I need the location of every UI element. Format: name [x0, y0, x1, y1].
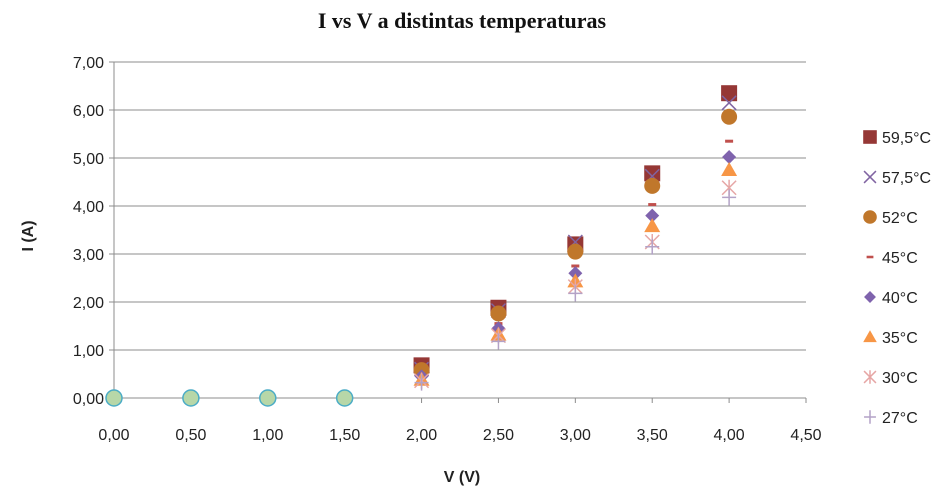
chart-title: I vs V a distintas temperaturas: [318, 8, 607, 33]
legend-item: 27°C: [864, 410, 918, 427]
x-tick-label: 3,50: [637, 427, 668, 444]
data-point: [568, 285, 583, 302]
data-point: [645, 238, 660, 255]
data-points: [105, 85, 738, 407]
data-point: [491, 333, 506, 350]
legend-label: 52°C: [882, 210, 918, 227]
data-point: [335, 389, 354, 407]
legend-marker: [864, 291, 876, 303]
data-point: [259, 389, 277, 407]
legend: 59,5°C 57,5°C 52°C 45°C 40°C 35°C 30°C 27°C: [863, 130, 931, 427]
legend-marker: [863, 210, 877, 224]
y-tick-label: 3,00: [73, 247, 104, 264]
legend-item: 45°C: [866, 250, 918, 267]
legend-marker: [864, 410, 876, 424]
data-point: [721, 108, 738, 125]
legend-marker: [863, 330, 877, 343]
data-point: [725, 139, 734, 143]
x-tick-label: 2,50: [483, 427, 514, 444]
legend-item: 57,5°C: [863, 170, 931, 187]
y-tick-label: 1,00: [73, 343, 104, 360]
data-point: [490, 305, 507, 322]
y-tick-label: 2,00: [73, 295, 104, 312]
legend-marker: [866, 255, 874, 259]
y-tick-label: 0,00: [73, 391, 104, 408]
x-tick-label: 4,50: [790, 427, 821, 444]
y-tick-label: 7,00: [73, 55, 104, 72]
x-tick-label: 0,50: [175, 427, 206, 444]
x-tick-label: 1,50: [329, 427, 360, 444]
legend-label: 27°C: [882, 410, 918, 427]
x-tick-label: 2,00: [406, 427, 437, 444]
y-tick-label: 4,00: [73, 199, 104, 216]
data-point: [721, 95, 737, 111]
legend-label: 59,5°C: [882, 130, 931, 147]
data-point: [722, 189, 737, 206]
x-tick-label: 3,00: [560, 427, 591, 444]
data-point: [182, 389, 200, 407]
legend-label: 35°C: [882, 330, 918, 347]
legend-item: 52°C: [863, 210, 918, 227]
legend-item: 35°C: [863, 330, 918, 347]
legend-label: 40°C: [882, 290, 918, 307]
data-point: [567, 243, 584, 260]
data-point: [721, 162, 738, 176]
legend-marker: [863, 370, 877, 384]
legend-item: 59,5°C: [863, 130, 931, 147]
y-tick-label: 6,00: [73, 103, 104, 120]
data-point: [721, 85, 738, 102]
x-tick-label: 1,00: [252, 427, 283, 444]
legend-marker: [863, 170, 877, 184]
legend-label: 57,5°C: [882, 170, 931, 187]
tick-labels: 0,00 1,00 2,00 3,00 4,00 5,00 6,00 7,00 0,00 0,50…: [73, 55, 822, 444]
x-tick-label: 4,00: [714, 427, 745, 444]
legend-label: 45°C: [882, 250, 918, 267]
data-point: [568, 266, 583, 281]
data-point: [644, 177, 661, 194]
x-tick-label: 0,00: [98, 427, 129, 444]
data-point: [645, 208, 660, 223]
data-point: [644, 218, 661, 233]
data-point: [648, 203, 657, 207]
data-point: [644, 165, 661, 182]
legend-label: 30°C: [882, 370, 918, 387]
axes: [109, 61, 807, 403]
data-point: [722, 150, 737, 165]
y-axis-title: I (A): [20, 220, 37, 251]
legend-item: 40°C: [864, 290, 918, 307]
data-point: [414, 374, 429, 391]
legend-item: 30°C: [863, 370, 918, 387]
y-tick-label: 5,00: [73, 151, 104, 168]
grid-lines: [114, 61, 806, 399]
data-point: [105, 389, 123, 407]
data-point: [571, 264, 580, 268]
x-axis-title: V (V): [444, 469, 480, 486]
legend-marker: [863, 130, 877, 144]
